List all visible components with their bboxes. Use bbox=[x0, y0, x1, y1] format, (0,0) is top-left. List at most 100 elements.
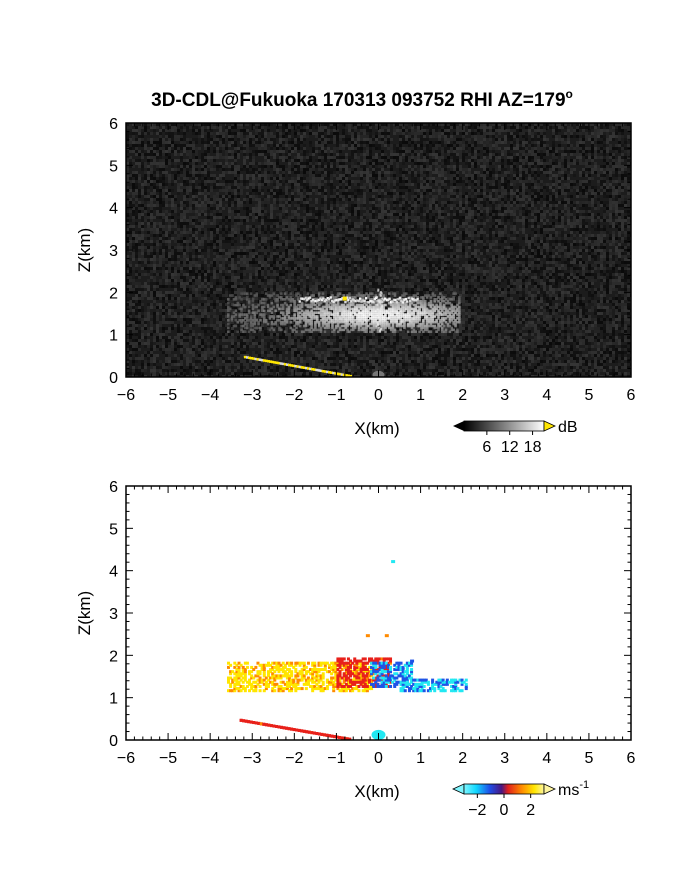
noise-pixel bbox=[348, 147, 351, 150]
noise-pixel bbox=[501, 201, 504, 204]
noise-pixel bbox=[282, 147, 285, 150]
noise-pixel bbox=[237, 126, 240, 129]
noise-pixel bbox=[294, 165, 297, 168]
noise-pixel bbox=[225, 159, 228, 162]
noise-pixel bbox=[405, 180, 408, 183]
noise-pixel bbox=[504, 237, 507, 240]
noise-pixel bbox=[225, 132, 228, 135]
noise-pixel bbox=[348, 192, 351, 195]
noise-pixel bbox=[180, 126, 183, 129]
noise-pixel bbox=[207, 153, 210, 156]
noise-pixel bbox=[312, 165, 315, 168]
noise-pixel bbox=[252, 135, 255, 138]
noise-pixel bbox=[345, 183, 348, 186]
noise-pixel bbox=[147, 138, 150, 141]
noise-pixel bbox=[612, 168, 615, 171]
noise-pixel bbox=[540, 147, 543, 150]
noise-pixel bbox=[192, 141, 195, 144]
noise-pixel bbox=[402, 132, 405, 135]
noise-pixel bbox=[363, 165, 366, 168]
noise-pixel bbox=[558, 219, 561, 222]
noise-pixel bbox=[597, 168, 600, 171]
noise-pixel bbox=[399, 132, 402, 135]
noise-pixel bbox=[453, 141, 456, 144]
noise-pixel bbox=[357, 126, 360, 129]
noise-pixel bbox=[138, 162, 141, 165]
noise-pixel bbox=[279, 153, 282, 156]
noise-pixel bbox=[219, 177, 222, 180]
noise-pixel bbox=[597, 135, 600, 138]
noise-pixel bbox=[387, 177, 390, 180]
noise-pixel bbox=[327, 132, 330, 135]
noise-pixel bbox=[207, 177, 210, 180]
noise-pixel bbox=[576, 231, 579, 234]
noise-pixel bbox=[381, 195, 384, 198]
noise-pixel bbox=[585, 186, 588, 189]
noise-pixel bbox=[336, 228, 339, 231]
noise-pixel bbox=[363, 162, 366, 165]
noise-pixel bbox=[384, 123, 387, 126]
noise-pixel bbox=[414, 156, 417, 159]
noise-pixel bbox=[504, 153, 507, 156]
noise-pixel bbox=[219, 201, 222, 204]
noise-pixel bbox=[231, 210, 234, 213]
noise-pixel bbox=[411, 225, 414, 228]
noise-pixel bbox=[378, 174, 381, 177]
noise-pixel bbox=[528, 219, 531, 222]
noise-pixel bbox=[348, 219, 351, 222]
noise-pixel bbox=[195, 216, 198, 219]
noise-pixel bbox=[366, 177, 369, 180]
noise-pixel bbox=[591, 204, 594, 207]
noise-pixel bbox=[153, 195, 156, 198]
noise-pixel bbox=[369, 141, 372, 144]
noise-pixel bbox=[621, 168, 624, 171]
noise-pixel bbox=[186, 222, 189, 225]
noise-pixel bbox=[219, 126, 222, 129]
noise-pixel bbox=[516, 195, 519, 198]
noise-pixel bbox=[183, 240, 186, 243]
noise-pixel bbox=[318, 192, 321, 195]
noise-pixel bbox=[231, 213, 234, 216]
noise-pixel bbox=[294, 207, 297, 210]
noise-pixel bbox=[183, 162, 186, 165]
noise-pixel bbox=[468, 186, 471, 189]
noise-pixel bbox=[495, 156, 498, 159]
noise-pixel bbox=[597, 174, 600, 177]
noise-pixel bbox=[297, 153, 300, 156]
noise-pixel bbox=[492, 213, 495, 216]
noise-pixel bbox=[207, 135, 210, 138]
noise-pixel bbox=[147, 222, 150, 225]
noise-pixel bbox=[291, 192, 294, 195]
noise-pixel bbox=[279, 207, 282, 210]
noise-pixel bbox=[198, 225, 201, 228]
noise-pixel bbox=[627, 153, 630, 156]
noise-pixel bbox=[201, 189, 204, 192]
noise-pixel bbox=[561, 135, 564, 138]
noise-pixel bbox=[447, 129, 450, 132]
noise-pixel bbox=[156, 162, 159, 165]
noise-pixel bbox=[198, 135, 201, 138]
noise-pixel bbox=[294, 162, 297, 165]
noise-pixel bbox=[594, 147, 597, 150]
noise-pixel bbox=[615, 129, 618, 132]
noise-pixel bbox=[210, 138, 213, 141]
noise-pixel bbox=[555, 201, 558, 204]
noise-pixel bbox=[549, 234, 552, 237]
noise-pixel bbox=[171, 174, 174, 177]
noise-pixel bbox=[330, 204, 333, 207]
noise-pixel bbox=[258, 138, 261, 141]
noise-pixel bbox=[429, 159, 432, 162]
noise-pixel bbox=[294, 132, 297, 135]
noise-pixel bbox=[510, 213, 513, 216]
noise-pixel bbox=[195, 150, 198, 153]
noise-pixel bbox=[591, 165, 594, 168]
noise-pixel bbox=[354, 231, 357, 234]
noise-pixel bbox=[438, 174, 441, 177]
noise-pixel bbox=[405, 186, 408, 189]
noise-pixel bbox=[576, 135, 579, 138]
noise-pixel bbox=[189, 228, 192, 231]
noise-pixel bbox=[552, 207, 555, 210]
noise-pixel bbox=[195, 141, 198, 144]
noise-pixel bbox=[537, 159, 540, 162]
noise-pixel bbox=[429, 219, 432, 222]
